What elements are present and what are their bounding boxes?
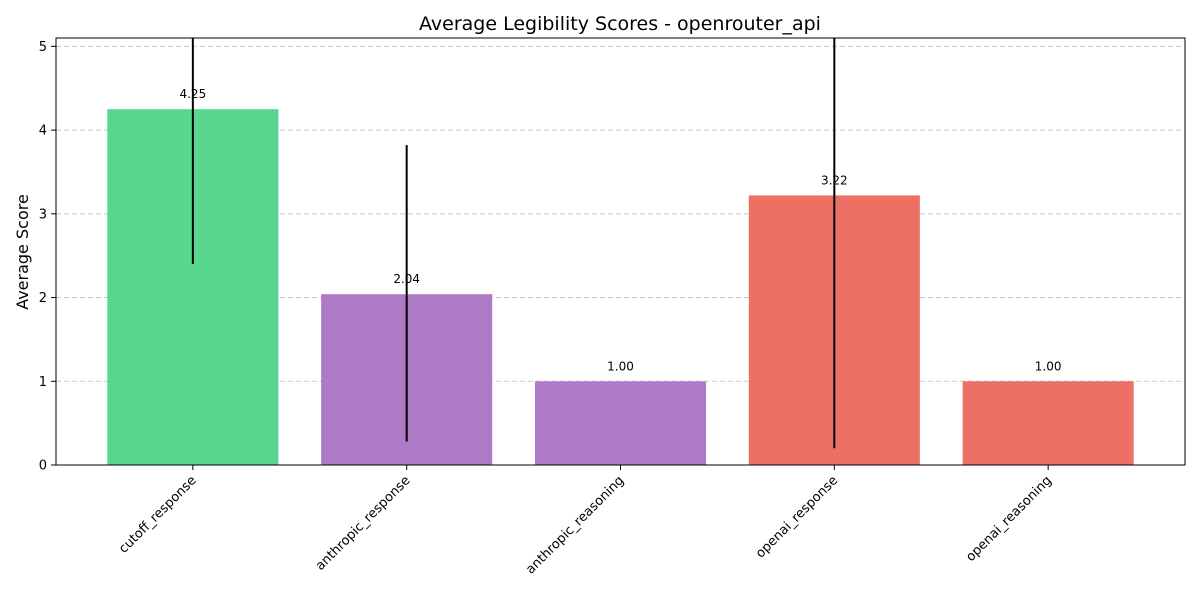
x-tick-label: cutoff_response <box>116 473 199 556</box>
y-tick-label: 4 <box>39 124 47 139</box>
y-tick-label: 5 <box>39 40 47 55</box>
bar <box>962 381 1134 465</box>
value-label: 3.22 <box>821 173 848 187</box>
x-tick-label: openai_reasoning <box>963 473 1055 565</box>
y-axis-ticks: 0 1 2 3 4 5 <box>39 40 56 474</box>
bar <box>534 381 707 465</box>
value-label: 1.00 <box>1035 359 1062 373</box>
y-tick-label: 0 <box>39 459 47 474</box>
value-label: 1.00 <box>607 359 634 373</box>
x-axis-ticks: cutoff_response anthropic_response anthrop… <box>116 465 1055 577</box>
y-axis-label: Average Score <box>13 194 32 310</box>
value-label: 2.04 <box>393 272 420 286</box>
y-tick-label: 1 <box>39 375 47 390</box>
value-labels: 4.25 2.04 1.00 3.22 1.00 <box>179 87 1061 373</box>
x-tick-label: anthropic_reasoning <box>523 473 627 577</box>
chart-title: Average Legibility Scores - openrouter_a… <box>419 13 821 35</box>
x-tick-label: anthropic_response <box>313 473 413 573</box>
value-label: 4.25 <box>179 87 206 101</box>
bars <box>107 109 1134 466</box>
error-bars <box>191 38 836 449</box>
y-tick-label: 2 <box>39 291 47 306</box>
y-tick-label: 3 <box>39 207 47 222</box>
x-tick-label: openai_response <box>753 473 841 561</box>
